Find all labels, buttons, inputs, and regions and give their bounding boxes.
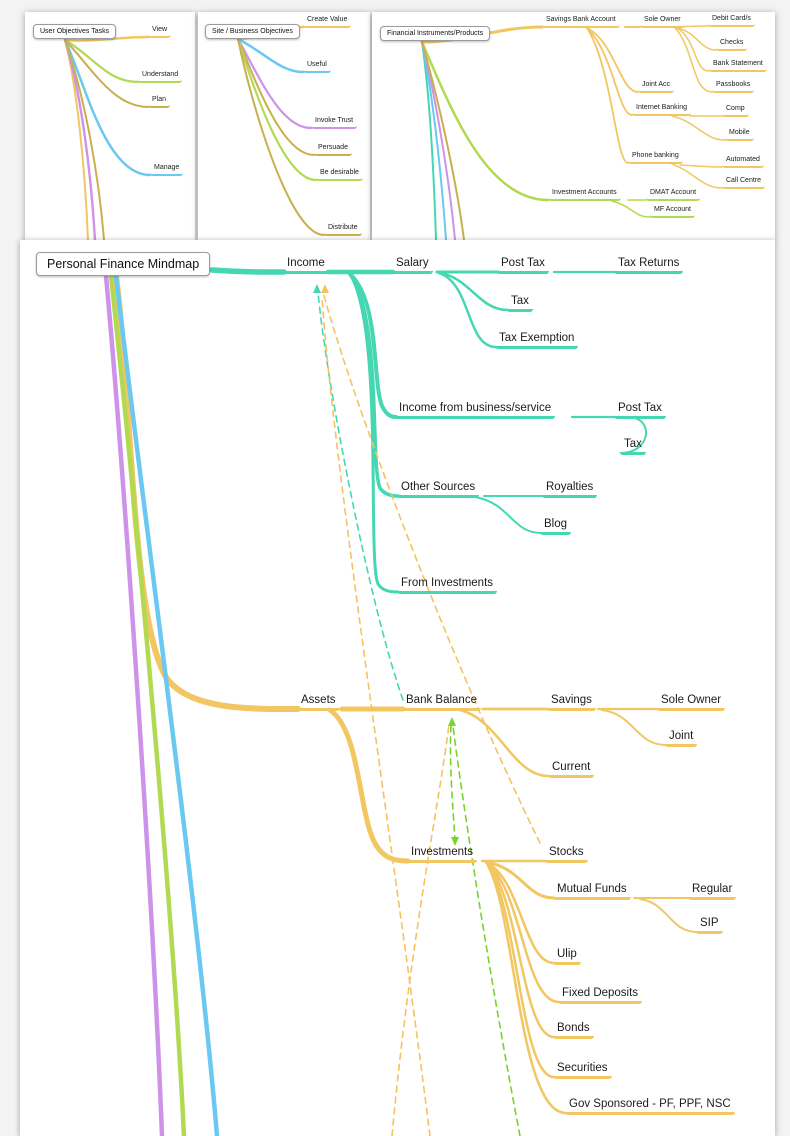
node-securities[interactable]: Securities: [553, 1061, 612, 1080]
node-regular[interactable]: Regular: [688, 882, 737, 901]
node-ulip[interactable]: Ulip: [553, 947, 581, 966]
node-tax-salary[interactable]: Tax: [507, 294, 533, 313]
node-stocks[interactable]: Stocks: [545, 845, 588, 864]
node-joint[interactable]: Joint: [665, 729, 698, 748]
node-savings[interactable]: Savings: [547, 693, 596, 712]
node-blog[interactable]: Blog: [540, 517, 572, 536]
node-create-value[interactable]: Create Value: [303, 16, 352, 28]
node-manage[interactable]: Manage: [150, 164, 184, 176]
node-assets[interactable]: Assets: [297, 693, 340, 712]
node-tax-returns[interactable]: Tax Returns: [614, 256, 684, 275]
node-be-desirable[interactable]: Be desirable: [316, 169, 363, 181]
node-sip[interactable]: SIP: [696, 916, 723, 935]
node-from-investments[interactable]: From Investments: [397, 576, 498, 595]
node-income-from-business[interactable]: Income from business/service: [395, 401, 556, 420]
node-invoke-trust[interactable]: Invoke Trust: [311, 117, 358, 129]
node-mf-account[interactable]: MF Account: [650, 206, 695, 218]
panel-user-objectives: User Objectives Tasks View Understand Pl…: [25, 12, 195, 240]
node-internet-banking[interactable]: Internet Banking: [632, 104, 691, 116]
root-node-financial-instruments[interactable]: Financial Instruments/Products: [380, 26, 491, 41]
branch-curves: [63, 35, 152, 240]
node-phone-banking[interactable]: Phone banking: [628, 152, 683, 164]
node-sole-owner[interactable]: Sole Owner: [640, 16, 685, 28]
node-view[interactable]: View: [148, 26, 172, 38]
branch-curves: [103, 267, 698, 1136]
node-tax-business[interactable]: Tax: [620, 437, 646, 456]
root-node-personal-finance[interactable]: Personal Finance Mindmap: [36, 252, 211, 276]
panel-financial-instruments: Financial Instruments/Products Savings B…: [372, 12, 775, 240]
branch-curves: [236, 25, 325, 236]
branch-curves: [420, 25, 726, 240]
node-post-tax-salary[interactable]: Post Tax: [497, 256, 549, 275]
node-mobile[interactable]: Mobile: [725, 129, 754, 141]
node-useful[interactable]: Useful: [303, 61, 331, 73]
node-debit-cards[interactable]: Debit Card/s: [708, 15, 755, 27]
node-automated[interactable]: Automated: [722, 156, 764, 168]
node-royalties[interactable]: Royalties: [542, 480, 598, 499]
node-bank-balance[interactable]: Bank Balance: [402, 693, 481, 712]
node-call-centre[interactable]: Call Centre: [722, 177, 766, 189]
arrowhead-to-income-orange: [321, 284, 329, 293]
node-current[interactable]: Current: [548, 760, 595, 779]
node-passbooks[interactable]: Passbooks: [712, 81, 755, 93]
node-dmat-account[interactable]: DMAT Account: [646, 189, 701, 201]
node-sole-owner[interactable]: Sole Owner: [657, 693, 726, 712]
node-joint-acc[interactable]: Joint Acc: [638, 81, 675, 93]
node-salary[interactable]: Salary: [392, 256, 433, 275]
root-node-site-objectives[interactable]: Site / Business Objectives: [205, 24, 300, 39]
node-persuade[interactable]: Persuade: [314, 144, 352, 156]
arrowhead-to-investments: [451, 837, 459, 846]
node-tax-exemption[interactable]: Tax Exemption: [495, 331, 579, 350]
arrowhead-to-bank-balance: [448, 717, 456, 726]
node-mutual-funds[interactable]: Mutual Funds: [553, 882, 631, 901]
node-distribute[interactable]: Distribute: [324, 224, 362, 236]
node-savings-bank-account[interactable]: Savings Bank Account: [542, 16, 620, 28]
node-income[interactable]: Income: [283, 256, 329, 275]
node-bonds[interactable]: Bonds: [553, 1021, 594, 1040]
node-comp[interactable]: Comp: [722, 105, 749, 117]
panel-personal-finance: Personal Finance Mindmap Income Salary P…: [20, 240, 775, 1136]
arrowhead-to-income-teal: [313, 284, 321, 293]
root-node-user-objectives[interactable]: User Objectives Tasks: [33, 24, 117, 39]
node-understand[interactable]: Understand: [138, 71, 183, 83]
node-checks[interactable]: Checks: [716, 39, 748, 51]
node-other-sources[interactable]: Other Sources: [397, 480, 480, 499]
panel-site-objectives: Site / Business Objectives Create Value …: [198, 12, 370, 240]
node-plan[interactable]: Plan: [148, 96, 171, 108]
node-fixed-deposits[interactable]: Fixed Deposits: [558, 986, 643, 1005]
node-investments[interactable]: Investments: [407, 845, 477, 864]
node-post-tax-business[interactable]: Post Tax: [614, 401, 666, 420]
node-gov-sponsored[interactable]: Gov Sponsored - PF, PPF, NSC: [565, 1097, 735, 1116]
node-bank-statement[interactable]: Bank Statement: [709, 60, 767, 72]
node-investment-accounts[interactable]: Investment Accounts: [548, 189, 621, 201]
